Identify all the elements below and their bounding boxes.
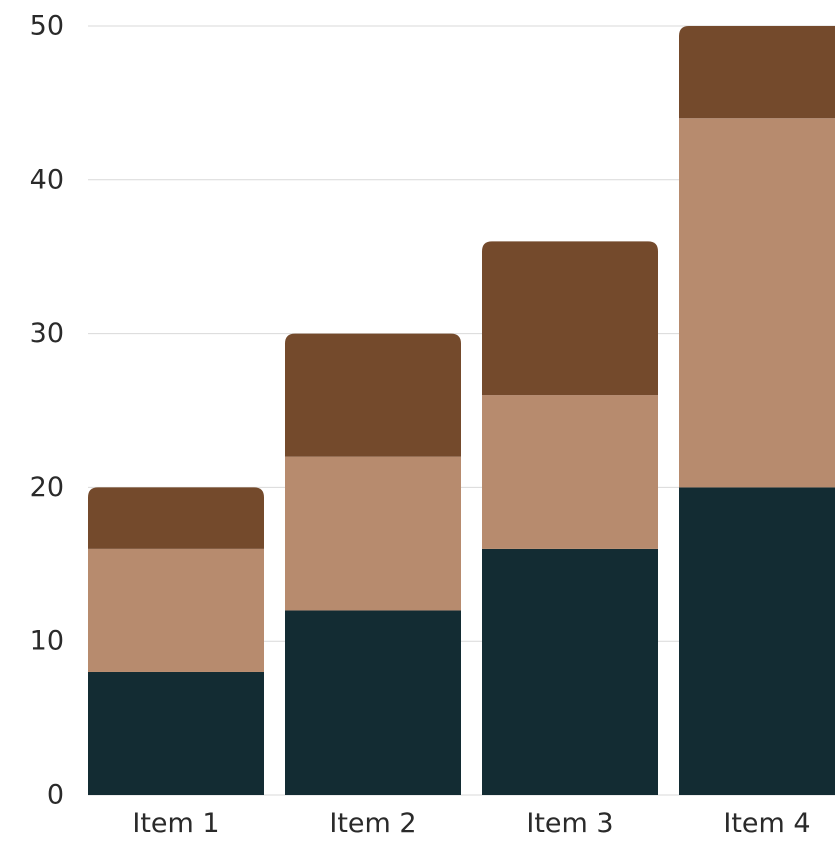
bar-segment-item4-series1 (679, 487, 835, 795)
y-tick-label-40: 40 (30, 164, 64, 195)
bar-stack-1 (88, 487, 264, 795)
bar-stack-4 (679, 26, 835, 795)
x-axis-tick-labels: Item 1 Item 2 Item 3 Item 4 (132, 808, 810, 839)
y-tick-label-30: 30 (30, 318, 64, 349)
x-tick-label-item-4: Item 4 (723, 808, 810, 838)
y-tick-label-20: 20 (30, 472, 64, 503)
y-axis-tick-labels: 0 10 20 30 40 50 (30, 11, 64, 811)
bar-segment-item1-series1 (88, 671, 264, 795)
y-tick-label-0: 0 (47, 780, 64, 811)
bar-stack-2 (285, 333, 461, 795)
bar-segment-item3-series3 (482, 241, 658, 396)
bars (88, 26, 835, 795)
bar-segment-item3-series2 (482, 395, 658, 549)
x-tick-label-item-3: Item 3 (526, 808, 613, 838)
y-tick-label-10: 10 (30, 626, 64, 657)
bar-stack-3 (482, 241, 658, 795)
bar-segment-item2-series2 (285, 456, 461, 611)
x-tick-label-item-1: Item 1 (132, 808, 219, 838)
bar-segment-item2-series1 (285, 610, 461, 795)
bar-segment-item2-series3 (285, 333, 461, 457)
bar-segment-item4-series2 (679, 118, 835, 488)
x-tick-label-item-2: Item 2 (329, 808, 416, 838)
bar-segment-item1-series2 (88, 548, 264, 672)
bar-segment-item4-series3 (679, 26, 835, 119)
y-tick-label-50: 50 (30, 11, 64, 42)
bar-segment-item3-series1 (482, 548, 658, 795)
bar-segment-item1-series3 (88, 487, 264, 549)
